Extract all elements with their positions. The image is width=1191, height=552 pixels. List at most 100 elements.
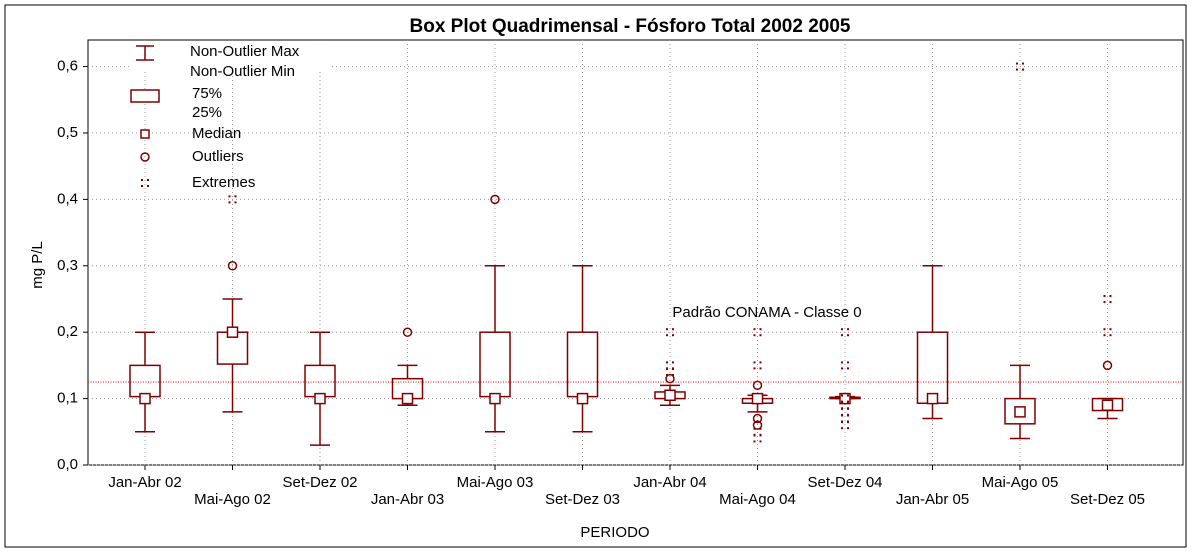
extreme-dot [666,374,668,377]
extreme-dot [847,427,849,430]
extreme [228,195,237,204]
extreme-dot [841,401,843,404]
extreme-dot [1109,300,1112,303]
extreme-dot [666,328,668,331]
extreme-dot [753,434,756,437]
legend-symbol [140,152,150,162]
median [226,326,239,338]
legend-label: 25% [192,104,222,121]
extreme-dot [759,328,762,331]
extreme-dot [672,374,674,377]
extreme-dot [666,361,668,364]
extreme-dot [841,328,843,331]
x-tick-label: Jan-Abr 03 [371,491,444,508]
y-tick-label: 0,6 [57,58,78,75]
x-tick-label: Mai-Ago 05 [982,474,1059,491]
x-tick-label: Jan-Abr 05 [896,491,969,508]
extreme-dot [841,361,843,364]
extreme-dot [841,421,843,424]
extreme-dot [759,434,762,437]
legend-label: Non-Outlier Max [190,43,300,60]
extreme-dot [1022,62,1024,65]
x-tick-label: Set-Dez 03 [545,491,620,508]
y-tick-label: 0,5 [57,124,78,141]
x-tick-label: Set-Dez 02 [282,474,357,491]
extreme-dot [841,394,843,397]
chart-title: Box Plot Quadrimensal - Fósforo Total 20… [410,16,851,37]
x-tick-label: Mai-Ago 02 [194,491,271,508]
extreme-dot [672,368,674,371]
box [304,364,336,398]
outlier [227,261,238,271]
extreme-dot [753,427,756,430]
outlier [752,413,763,424]
extreme-dot [847,334,849,337]
extreme-dot [1109,328,1112,331]
median [576,392,589,405]
x-tick-label: Jan-Abr 04 [633,474,706,491]
outlier [402,327,413,337]
y-tick-label: 0,3 [57,257,78,274]
y-tick-label: 0,0 [57,456,78,473]
legend-symbol [140,129,150,139]
extreme [841,421,849,430]
extreme-dot [1016,68,1018,71]
median [839,392,851,405]
extreme [841,361,849,370]
median [1014,406,1026,418]
y-axis-label: mg P/L [29,241,46,289]
extreme-dot [672,328,674,331]
extreme-dot [847,328,849,331]
legend-symbol [141,179,149,187]
median [314,392,326,405]
median [751,392,764,405]
extreme-dot [147,179,149,181]
extreme-dot [1103,294,1106,297]
extreme [841,328,849,337]
median [664,389,676,402]
legend-label: Extremes [192,174,255,191]
extreme [1016,62,1024,71]
extreme-dot [841,334,843,337]
extreme-dot [234,195,237,198]
extreme-dot [753,367,756,370]
legend-label: 75% [192,85,222,102]
median [139,392,151,405]
legend-label: Non-Outlier Min [190,63,295,80]
extreme [1103,294,1112,303]
extreme-dot [141,179,143,181]
extreme-dot [759,361,762,364]
extreme-dot [753,440,756,443]
extreme-dot [759,367,762,370]
extreme-dot [1103,300,1106,303]
reference-label: Padrão CONAMA - Classe 0 [672,304,861,321]
extreme-dot [1109,334,1112,337]
extreme-dot [228,201,231,204]
extreme-dot [672,361,674,364]
extreme-dot [666,368,668,371]
extreme [666,368,674,377]
outlier [490,194,500,205]
extreme [753,434,762,443]
extreme-dot [847,421,849,424]
extreme-dot [228,195,231,198]
extreme-dot [847,361,849,364]
extreme [1103,328,1112,337]
extreme-dot [841,407,843,410]
box [916,331,949,404]
extreme-dot [759,440,762,443]
x-tick-label: Set-Dez 05 [1070,491,1145,508]
median [1101,399,1114,411]
x-tick-label: Mai-Ago 04 [719,491,796,508]
extreme-dot [841,414,843,417]
outlier [665,373,675,384]
extreme-dot [753,361,756,364]
legend-label: Outliers [192,148,244,165]
extreme-dot [147,185,149,187]
extreme-dot [753,328,756,331]
extreme-dot [1109,294,1112,297]
extreme-dot [1103,328,1106,331]
x-tick-label: Set-Dez 04 [807,474,882,491]
outlier [752,420,763,430]
